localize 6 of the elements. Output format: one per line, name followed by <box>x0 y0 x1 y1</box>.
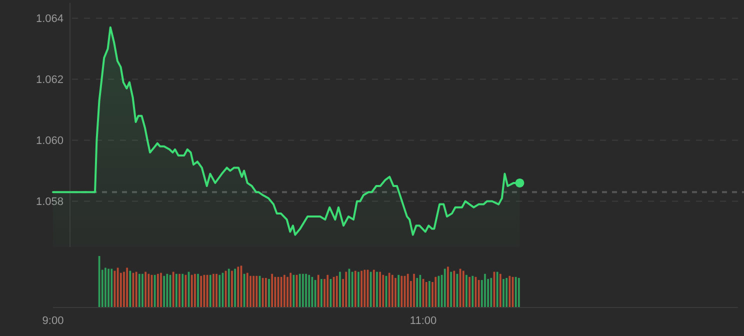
y-tick-label: 1.062 <box>36 74 64 86</box>
y-tick-label: 1.060 <box>36 135 64 148</box>
y-tick-label: 1.064 <box>36 13 64 26</box>
x-tick-label: 11:00 <box>410 315 437 327</box>
y-tick-label: 1.058 <box>36 196 64 208</box>
x-tick-label: 9:00 <box>42 315 64 327</box>
